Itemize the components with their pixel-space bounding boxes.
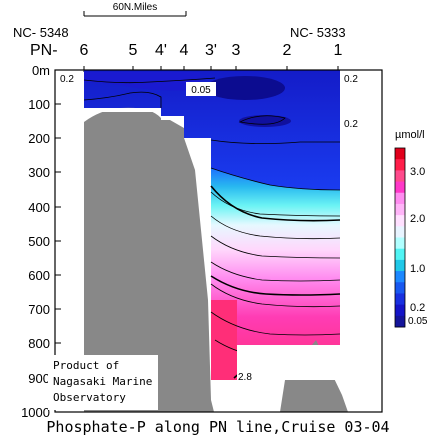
seabed-shelf xyxy=(55,107,214,412)
depth-tick-label: 500 xyxy=(28,234,50,249)
depth-axis: 0m 100 200 300 400 500 600 700 800 900 1… xyxy=(21,63,61,420)
upper-blue-layer xyxy=(84,70,340,190)
depth-tick-label: 0m xyxy=(32,63,50,78)
depth-tick-label: 800 xyxy=(28,336,50,351)
contour-label: 0.2 xyxy=(344,74,358,85)
attribution-line: Observatory xyxy=(53,391,126,404)
colorbar-tick-label: 0.05 xyxy=(408,316,428,327)
colorbar-tick-label: 3.0 xyxy=(410,166,425,178)
depth-tick-label: 400 xyxy=(28,200,50,215)
colorbar-tick-label: 2.0 xyxy=(410,213,425,225)
colorbar-swatch xyxy=(395,237,405,250)
distance-scale-bar: 60N.Miles xyxy=(83,2,187,17)
left-station-code: NC- 5348 xyxy=(13,25,69,40)
colorbar-swatch xyxy=(395,304,405,317)
no-data-gap xyxy=(237,345,340,380)
no-data-gap xyxy=(161,116,184,120)
colorbar-swatch xyxy=(395,315,405,328)
contour-label: 0.05 xyxy=(191,85,211,96)
colorbar-swatches xyxy=(395,148,405,328)
depth-tick-label: 100 xyxy=(28,97,50,112)
chart-title: Phosphate-P along PN line,Cruise 03-04 xyxy=(46,418,389,436)
station-label: 3' xyxy=(205,42,217,59)
contour-value-labels: 0.2 0.05 0.2 0.2 2.8 xyxy=(60,74,358,383)
deep-pink-region xyxy=(211,300,237,380)
contour-label: 2.8 xyxy=(238,372,252,383)
colorbar-swatch xyxy=(395,215,405,227)
depth-tick-label: 900 xyxy=(28,371,50,386)
low-phosphate-core xyxy=(205,76,285,100)
station-label: 4 xyxy=(180,42,189,59)
section-field xyxy=(55,70,348,412)
colorbar-swatch xyxy=(395,148,405,160)
station-label: 4' xyxy=(155,42,167,59)
contour-label: 0.2 xyxy=(344,119,358,130)
contour-label: 0.2 xyxy=(60,74,74,85)
station-label: 3 xyxy=(232,42,241,59)
colorbar-swatch xyxy=(395,159,405,171)
station-labels: PN- 6 5 4' 4 3' 3 2 1 xyxy=(30,42,343,59)
attribution-line: Product of xyxy=(53,359,119,372)
colorbar-tick-label: 1.0 xyxy=(410,263,425,275)
depth-tick-label: 1000 xyxy=(21,405,50,420)
colorbar-tick-label: 0.2 xyxy=(410,302,425,314)
low-phosphate-core xyxy=(84,72,200,91)
colorbar-swatch xyxy=(395,203,405,216)
contour-label-box xyxy=(186,82,216,96)
depth-tick-label: 300 xyxy=(28,165,50,180)
colorbar-swatch xyxy=(395,248,405,261)
no-data-gap xyxy=(84,108,161,112)
scale-bar-label: 60N.Miles xyxy=(113,2,157,13)
attribution-box: Product of Nagasaki Marine Observatory xyxy=(48,355,158,410)
attribution-line: Nagasaki Marine xyxy=(53,375,152,388)
colorbar-swatch xyxy=(395,192,405,205)
colorbar-frame xyxy=(394,147,406,328)
colorbar-swatch xyxy=(395,282,405,294)
colorbar-unit: µmol/l xyxy=(395,129,425,141)
depth-tick-label: 600 xyxy=(28,268,50,283)
right-station-code: NC- 5333 xyxy=(290,25,346,40)
colorbar-swatch xyxy=(395,293,405,306)
station-prefix: PN- xyxy=(30,42,58,59)
colorbar-swatch xyxy=(395,259,405,272)
station-label: 6 xyxy=(80,42,89,59)
colorbar-swatch xyxy=(395,170,405,182)
colorbar-swatch xyxy=(395,271,405,283)
station-label: 1 xyxy=(334,42,343,59)
colorbar-swatch xyxy=(395,226,405,238)
station-label: 2 xyxy=(283,42,292,59)
depth-tick-label: 200 xyxy=(28,131,50,146)
low-phosphate-core xyxy=(239,115,291,127)
depth-tick-label: 700 xyxy=(28,302,50,317)
colorbar: µmol/l 3.0 2.0 1.0 0.2 0.05 xyxy=(394,129,428,328)
colorbar-swatch xyxy=(395,181,405,194)
deep-water-field xyxy=(211,138,340,380)
station-label: 5 xyxy=(129,42,138,59)
bold-contours xyxy=(210,185,341,296)
